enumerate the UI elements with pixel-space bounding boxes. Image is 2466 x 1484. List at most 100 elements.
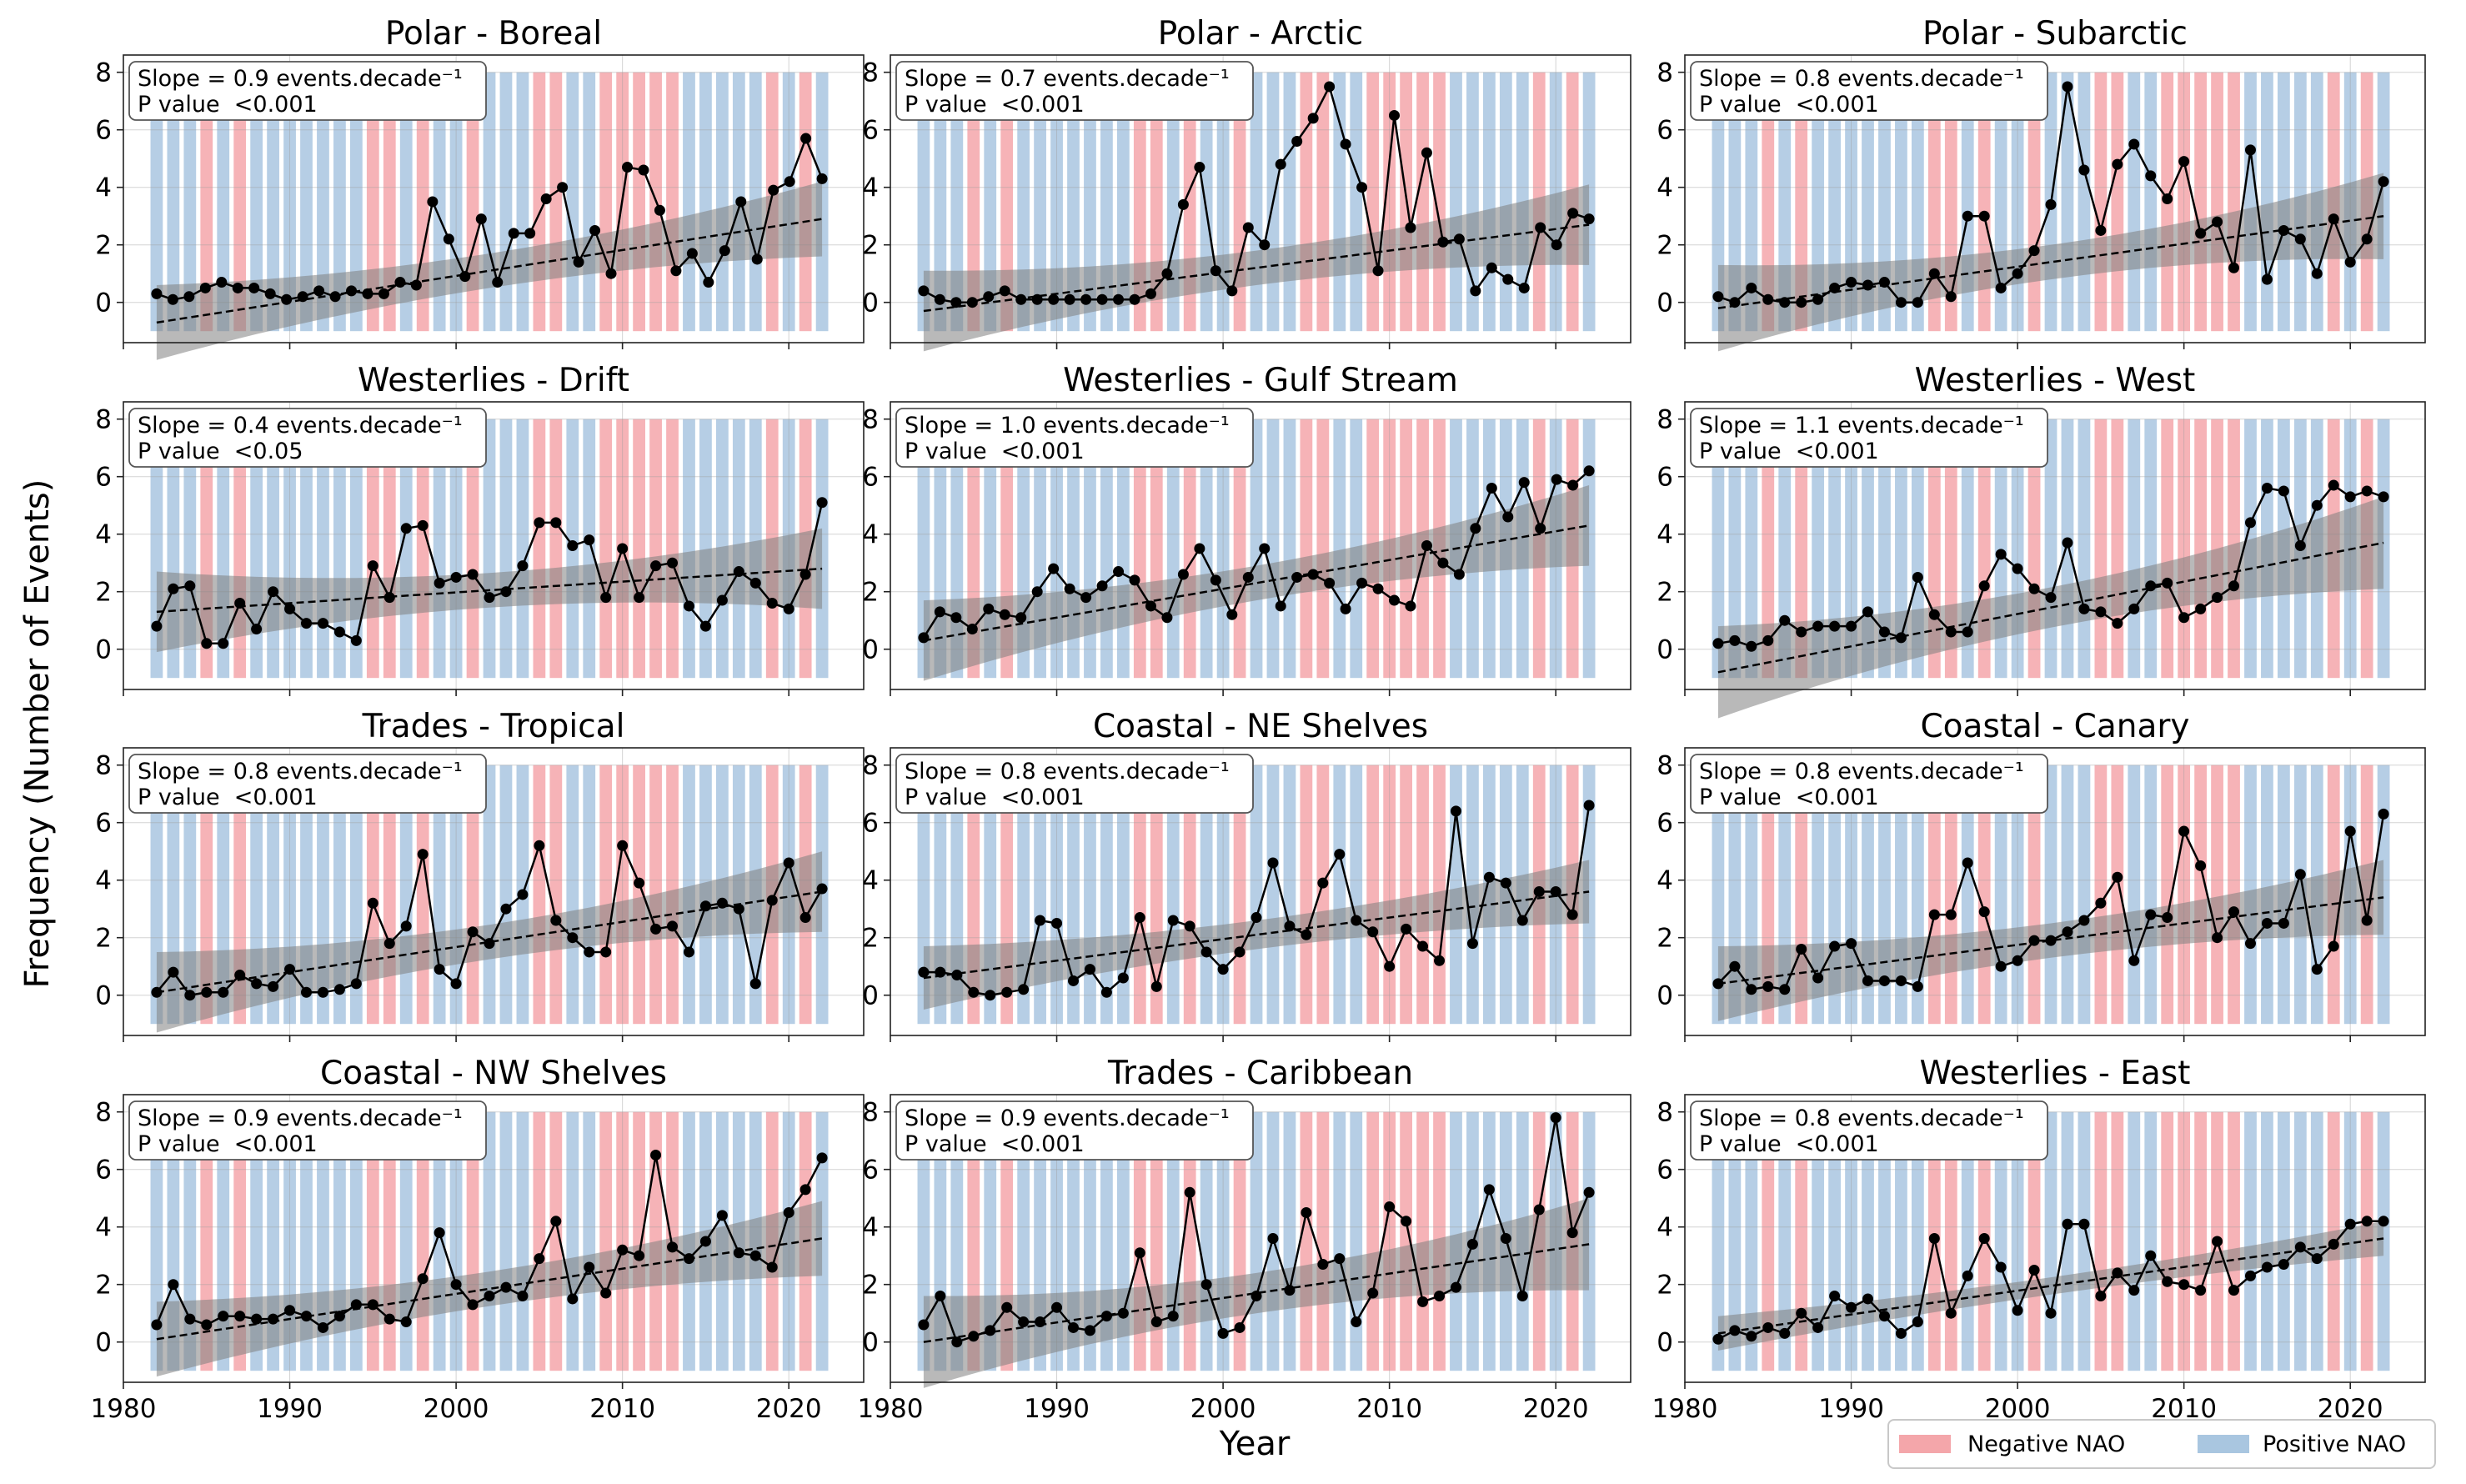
- data-point: [2328, 479, 2339, 491]
- data-point: [617, 840, 629, 851]
- data-point: [2344, 825, 2356, 837]
- data-point: [1551, 474, 1562, 485]
- data-point: [2261, 273, 2273, 285]
- data-point: [1812, 620, 1824, 632]
- data-point: [1566, 909, 1578, 920]
- panel-title: Coastal - NW Shelves: [320, 1055, 667, 1092]
- data-point: [151, 288, 163, 299]
- data-point: [400, 1316, 412, 1328]
- data-point: [550, 1216, 562, 1227]
- data-point: [951, 1336, 963, 1348]
- chart-panel-4: 0 2 4 6 8 Westerlies - Gulf Stream Slope = 1.0…: [862, 362, 1631, 696]
- negative-nao-bar: [2211, 72, 2223, 332]
- trend-line: [923, 1243, 1590, 1343]
- data-point: [2028, 583, 2040, 594]
- data-point: [333, 984, 345, 995]
- x-tick-label: 2010: [589, 1394, 655, 1424]
- data-point: [467, 1299, 479, 1311]
- x-tick-label: 1980: [91, 1394, 157, 1424]
- data-point: [1035, 915, 1046, 926]
- data-point: [500, 1281, 512, 1293]
- data-point: [1226, 609, 1238, 620]
- axes-frame: [1684, 747, 2426, 1036]
- data-point: [1301, 1206, 1312, 1218]
- data-point: [1177, 198, 1189, 210]
- panel-title: Polar - Boreal: [385, 15, 602, 53]
- data-point: [1746, 282, 1757, 293]
- positive-nao-bar: [1266, 419, 1280, 679]
- data-point: [667, 920, 679, 932]
- slope-label: Slope = 1.0 events.decade⁻¹: [905, 413, 1230, 439]
- positive-nao-bar: [300, 72, 313, 332]
- positive-nao-bar: [1582, 72, 1596, 332]
- y-tick-label: 8: [95, 405, 112, 435]
- positive-nao-bar: [683, 72, 695, 332]
- data-point: [1746, 984, 1757, 995]
- data-point: [1372, 583, 1384, 594]
- data-point: [951, 970, 963, 981]
- data-point: [816, 883, 828, 895]
- data-point: [1502, 511, 1514, 523]
- data-point: [1729, 297, 1741, 308]
- data-point: [1583, 800, 1595, 811]
- data-point: [983, 291, 995, 303]
- y-tick-label: 6: [1657, 809, 1673, 839]
- y-tick-label: 8: [862, 1098, 879, 1128]
- data-point: [1829, 1291, 1841, 1301]
- negative-nao-bar: [967, 72, 980, 332]
- data-point: [2378, 176, 2389, 188]
- positive-nao-bar: [1728, 1111, 1742, 1371]
- data-point: [934, 293, 945, 305]
- data-point: [2195, 228, 2207, 239]
- data-point: [1301, 929, 1312, 940]
- data-point: [2145, 909, 2157, 920]
- data-point: [500, 903, 512, 915]
- pvalue-label: P value <0.001: [905, 439, 1085, 464]
- axes-frame: [123, 1094, 865, 1383]
- data-point: [1486, 262, 1497, 273]
- negative-nao-bar: [616, 765, 629, 1025]
- data-point: [2294, 233, 2306, 245]
- data-point: [766, 598, 778, 609]
- data-point: [2311, 268, 2323, 279]
- data-point: [918, 1319, 930, 1331]
- positive-nao-bar: [1712, 419, 1725, 679]
- data-point: [1217, 964, 1229, 975]
- confidence-band: [156, 181, 823, 360]
- data-point: [1064, 583, 1075, 594]
- data-point: [184, 1313, 196, 1325]
- data-point: [1895, 297, 1907, 308]
- positive-nao-bar: [499, 72, 513, 332]
- axes-frame: [1684, 54, 2426, 343]
- confidence-band: [923, 485, 1590, 681]
- positive-nao-bar: [1828, 419, 1841, 679]
- negative-nao-bar: [633, 1111, 645, 1371]
- data-point: [2212, 592, 2223, 604]
- data-point: [475, 213, 487, 225]
- axes-frame: [1684, 1094, 2426, 1383]
- data-point: [1978, 580, 1990, 592]
- data-point: [151, 620, 163, 632]
- data-point: [1729, 960, 1741, 972]
- data-point: [534, 840, 545, 851]
- data-point: [301, 1311, 313, 1322]
- positive-nao-bar: [1845, 419, 1857, 679]
- data-point: [1912, 980, 1923, 992]
- panel-title: Westerlies - Drift: [358, 362, 629, 399]
- data-point: [1351, 915, 1362, 926]
- data-point: [703, 277, 714, 288]
- positive-nao-bar: [283, 72, 296, 332]
- data-point: [524, 228, 536, 239]
- data-point: [1551, 239, 1562, 251]
- data-point: [733, 566, 744, 578]
- data-point: [683, 946, 694, 958]
- y-tick-label: 0: [95, 288, 112, 318]
- data-point: [350, 1299, 362, 1311]
- data-point: [1995, 960, 2007, 972]
- trend-line: [923, 524, 1590, 642]
- data-point: [1051, 917, 1063, 929]
- data-point: [1846, 1301, 1857, 1313]
- trend-line: [1717, 896, 2384, 985]
- data-point: [2162, 577, 2173, 589]
